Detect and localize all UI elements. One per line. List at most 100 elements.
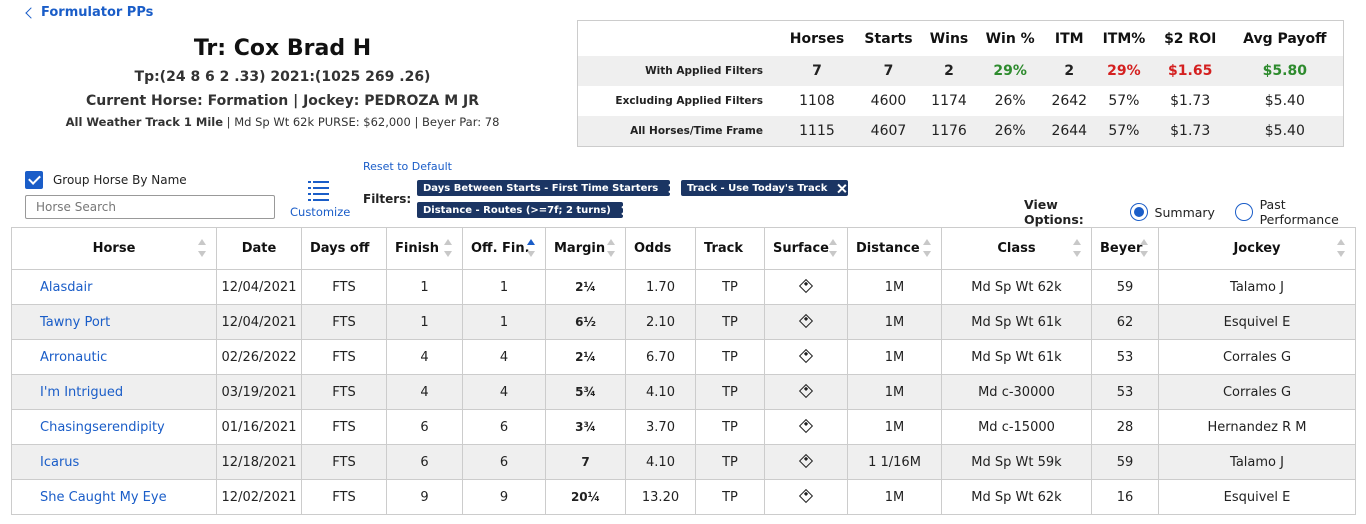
stats-header-itm: ITM [1054, 30, 1084, 47]
stats-header-starts: Starts [864, 30, 913, 47]
column-header-label: Horse [92, 241, 136, 256]
radio-selected-icon[interactable] [1129, 203, 1148, 221]
stats-value-2-roi: $1.65 [1153, 56, 1227, 86]
stats-value-avg-payoff: $5.40 [1226, 116, 1343, 146]
group-horse-checkbox[interactable] [25, 171, 43, 189]
cell-days-off: FTS [301, 339, 387, 375]
sort-arrows-icon[interactable] [923, 239, 931, 259]
column-header-label: Odds [634, 241, 672, 256]
sort-down-icon [607, 251, 615, 257]
sort-up-icon [607, 239, 615, 245]
cell-margin: 3¾ [545, 409, 626, 445]
column-header-odds[interactable]: Odds [625, 227, 696, 270]
sort-arrows-icon[interactable] [607, 239, 615, 259]
column-header-days-off[interactable]: Days off [301, 227, 387, 270]
stats-value-starts: 4607 [854, 116, 923, 146]
cell-date: 12/02/2021 [216, 479, 302, 515]
column-header-beyer[interactable]: Beyer [1091, 227, 1159, 270]
race-surface-distance: All Weather Track 1 Mile [65, 115, 224, 129]
cell-odds: 1.70 [625, 269, 696, 305]
reset-to-default-link[interactable]: Reset to Default [363, 160, 452, 173]
table-row[interactable]: Tawny Port 12/04/2021 FTS 1 1 6½ 2.10 TP 1M Md Sp… [11, 304, 1356, 340]
sort-arrows-icon[interactable] [198, 239, 206, 259]
cell-margin: 20¼ [545, 479, 626, 515]
radio-unselected-icon[interactable] [1234, 203, 1253, 221]
sort-arrows-icon[interactable] [444, 239, 452, 259]
table-row[interactable]: I'm Intrigued 03/19/2021 FTS 4 4 5¾ 4.10 TP 1M Md… [11, 374, 1356, 410]
surface-icon [798, 313, 814, 328]
stats-corner-cell [578, 21, 779, 56]
column-header-off-fin[interactable]: Off. Fin. [462, 227, 546, 270]
cell-surface [764, 444, 848, 480]
cell-jockey: Corrales G [1158, 374, 1356, 410]
trainer-stats-line: Tp:(24 8 6 2 .33) 2021:(1025 269 .26) [134, 69, 431, 85]
cell-surface [764, 374, 848, 410]
customize-button[interactable]: Customize [290, 180, 351, 219]
stats-value-2-roi: $1.73 [1170, 93, 1211, 109]
cell-class: Md Sp Wt 62k [941, 479, 1092, 515]
cell-finish: 1 [386, 269, 463, 305]
column-header-date[interactable]: Date [216, 227, 302, 270]
sort-down-icon [1337, 251, 1345, 257]
column-header-label: Margin [554, 241, 606, 256]
checkmark-icon [27, 172, 41, 185]
stats-value-itm: 57% [1108, 93, 1140, 109]
race-details: | Md Sp Wt 62k PURSE: $62,000 | Beyer Pa… [223, 115, 500, 129]
cell-days-off: FTS [301, 269, 387, 305]
stats-row-label: All Horses/Time Frame [578, 116, 779, 146]
customize-label: Customize [290, 205, 351, 219]
column-header-label: Finish [395, 241, 440, 256]
stats-value-starts: 4600 [870, 93, 907, 109]
cell-margin: 2¼ [545, 339, 626, 375]
cell-horse[interactable]: Tawny Port [11, 304, 217, 340]
stats-row-label: With Applied Filters [578, 56, 779, 86]
column-header-distance[interactable]: Distance [847, 227, 942, 270]
stats-header-horses: Horses [789, 30, 845, 47]
filter-chip-distance: Distance - Routes (>=7f; 2 turns) [417, 202, 623, 218]
group-by-name-control[interactable]: Group Horse By Name [25, 171, 187, 189]
table-row[interactable]: Icarus 12/18/2021 FTS 6 6 7 4.10 TP 1 1/16M Md Sp… [11, 444, 1356, 480]
cell-horse[interactable]: Alasdair [11, 269, 217, 305]
view-option-past-performance[interactable]: Past Performance [1234, 197, 1366, 227]
cell-horse[interactable]: Icarus [11, 444, 217, 480]
table-row[interactable]: She Caught My Eye 12/02/2021 FTS 9 9 20¼ 13.20… [11, 479, 1356, 515]
cell-distance: 1M [847, 479, 942, 515]
cell-beyer: 53 [1091, 374, 1159, 410]
cell-days-off: FTS [301, 304, 387, 340]
column-header-label: Distance [856, 241, 920, 256]
cell-horse[interactable]: Arronautic [11, 339, 217, 375]
cell-surface [764, 339, 848, 375]
sort-arrows-icon[interactable] [829, 239, 837, 259]
sort-arrows-icon[interactable] [1337, 239, 1345, 259]
sort-arrows-icon[interactable] [1073, 239, 1081, 259]
cell-jockey: Hernandez R M [1158, 409, 1356, 445]
table-row[interactable]: Arronautic 02/26/2022 FTS 4 4 2¼ 6.70 TP 1M Md Sp… [11, 339, 1356, 375]
stats-value-horses: 1108 [799, 93, 835, 109]
back-link[interactable]: Formulator PPs [25, 5, 153, 20]
column-header-jockey[interactable]: Jockey [1158, 227, 1356, 270]
current-horse-line: Current Horse: Formation | Jockey: PEDRO… [85, 93, 480, 109]
column-header-class[interactable]: Class [941, 227, 1092, 270]
cell-track: TP [695, 374, 765, 410]
close-icon[interactable] [837, 184, 842, 193]
table-row[interactable]: Chasingserendipity 01/16/2021 FTS 6 6 3¾ 3.70 T… [11, 409, 1356, 445]
cell-horse[interactable]: Chasingserendipity [11, 409, 217, 445]
column-header-margin[interactable]: Margin [545, 227, 626, 270]
table-row[interactable]: Alasdair 12/04/2021 FTS 1 1 2¼ 1.70 TP 1M Md Sp W… [11, 269, 1356, 305]
column-header-track[interactable]: Track [695, 227, 765, 270]
view-option-summary[interactable]: Summary [1129, 203, 1215, 221]
cell-beyer: 53 [1091, 339, 1159, 375]
cell-horse[interactable]: I'm Intrigued [11, 374, 217, 410]
cell-off-fin: 4 [462, 374, 546, 410]
column-header-horse[interactable]: Horse [11, 227, 217, 270]
cell-date: 01/16/2021 [216, 409, 302, 445]
column-header-surface[interactable]: Surface [764, 227, 848, 270]
horse-search-input[interactable] [25, 195, 275, 219]
filter-chip-days-between: Days Between Starts - First Time Starter… [417, 180, 670, 196]
sort-arrows-icon[interactable] [1140, 239, 1148, 259]
column-header-finish[interactable]: Finish [386, 227, 463, 270]
cell-class: Md Sp Wt 61k [941, 304, 1092, 340]
sort-arrows-icon[interactable] [527, 239, 535, 259]
stats-header-avg-payoff: Avg Payoff [1243, 30, 1327, 47]
cell-horse[interactable]: She Caught My Eye [11, 479, 217, 515]
